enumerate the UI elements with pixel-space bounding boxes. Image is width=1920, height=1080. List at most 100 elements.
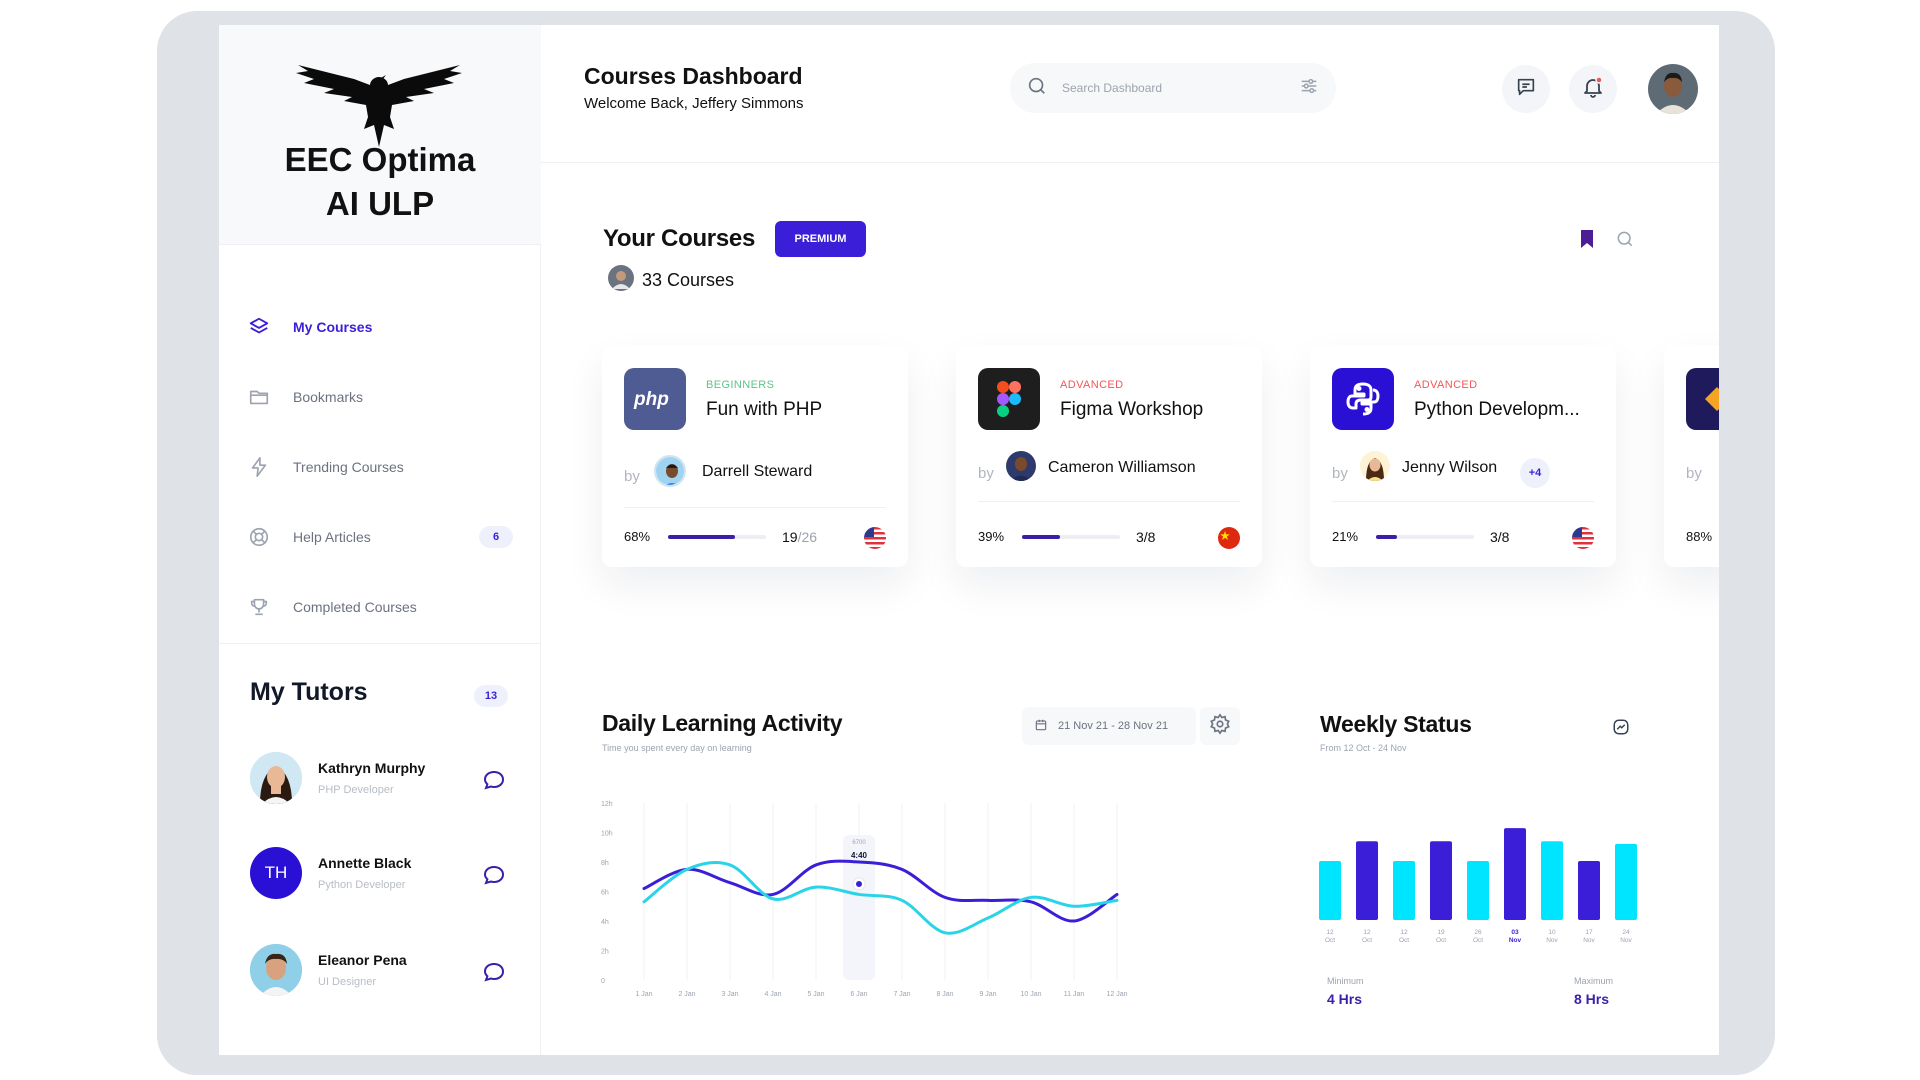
notifications-button[interactable] (1569, 65, 1617, 113)
course-card[interactable]: php BEGINNERS Fun with PHP by Darrell St… (602, 345, 908, 567)
more-tutors-badge[interactable]: +4 (1520, 458, 1550, 488)
weekly-status-chart: 12Oct12Oct12Oct19Oct26Oct03Nov10Nov17Nov… (1319, 828, 1637, 944)
top-header: Courses Dashboard Welcome Back, Jeffery … (541, 25, 1719, 163)
tutor-name: Eleanor Pena (318, 952, 407, 968)
progress-bar (1022, 535, 1120, 539)
course-name: Python Developm... (1414, 399, 1580, 420)
tutor-name: Darrell Steward (702, 463, 813, 480)
tutors-count-badge: 13 (474, 685, 508, 707)
tutor-name: Annette Black (318, 855, 412, 871)
tutor-avatar (1360, 451, 1390, 481)
premium-badge-button[interactable]: PREMIUM (775, 221, 866, 257)
sidebar-item-label: Trending Courses (293, 459, 404, 475)
chart-settings-button[interactable] (1200, 707, 1240, 745)
brand-name-line-1: EEC Optima (284, 141, 476, 178)
x-tick-day: 17 (1585, 929, 1593, 936)
search-input[interactable] (1062, 81, 1272, 95)
series-line-0 (642, 859, 1119, 923)
weekly-bar (1578, 860, 1600, 920)
avatar (250, 944, 302, 996)
x-tick-month: Oct (1399, 937, 1409, 944)
x-tick-label: 10 Jan (1020, 991, 1041, 998)
by-label: by (1332, 465, 1348, 482)
x-tick-day: 03 (1511, 929, 1519, 936)
your-courses-title: Your Courses (603, 225, 755, 252)
sidebar-item-bookmarks[interactable]: Bookmarks (247, 377, 513, 417)
svg-text:php: php (633, 389, 669, 410)
tutor-role: UI Designer (318, 976, 377, 988)
weekly-bar (1430, 841, 1452, 920)
x-tick-label: 7 Jan (893, 991, 910, 998)
date-range-picker[interactable]: 21 Nov 21 - 28 Nov 21 (1022, 707, 1196, 745)
y-tick-label: 8h (601, 860, 609, 867)
message-icon (1515, 76, 1537, 103)
x-tick-month: Oct (1436, 937, 1446, 944)
sidebar-item-help-articles[interactable]: Help Articles 6 (247, 517, 513, 557)
search-bar[interactable] (1010, 63, 1336, 113)
my-tutors-title: My Tutors (250, 678, 368, 706)
x-tick-label: 8 Jan (936, 991, 953, 998)
tooltip-top-label: 6700 (852, 840, 866, 846)
messages-button[interactable] (1502, 65, 1550, 113)
search-icon[interactable] (1615, 229, 1635, 254)
card-divider (978, 501, 1240, 502)
tutor-avatar (654, 455, 686, 487)
course-logo-icon (1686, 368, 1719, 430)
x-tick-month: Oct (1325, 937, 1335, 944)
maximum-label: Maximum (1574, 976, 1614, 986)
sidebar-item-trending-courses[interactable]: Trending Courses (247, 447, 513, 487)
course-card[interactable]: by 88% (1664, 345, 1719, 567)
weekly-status-subtitle: From 12 Oct - 24 Nov (1320, 743, 1407, 753)
weekly-bar (1541, 841, 1563, 920)
sidebar-item-label: Help Articles (293, 529, 371, 545)
x-tick-label: 5 Jan (807, 991, 824, 998)
avatar (608, 265, 634, 296)
filter-sliders-icon[interactable] (1298, 75, 1320, 102)
x-tick-label: 11 Jan (1064, 991, 1085, 998)
maximum-value: 8 Hrs (1574, 991, 1610, 1007)
tutor-role: PHP Developer (318, 784, 394, 796)
x-tick-day: 12 (1400, 929, 1408, 936)
by-label: by (624, 468, 640, 485)
course-card[interactable]: ADVANCED Figma Workshop by Cameron Willi… (956, 345, 1262, 567)
help-articles-count-badge: 6 (479, 526, 513, 548)
bookmark-icon[interactable] (1578, 229, 1596, 254)
sidebar-item-my-courses[interactable]: My Courses (247, 307, 513, 347)
chat-bubble-icon[interactable] (482, 960, 506, 989)
daily-activity-subtitle: Time you spent every day on learning (602, 743, 752, 753)
weekly-bar (1467, 860, 1489, 920)
x-tick-day: 12 (1363, 929, 1371, 936)
tutor-item[interactable]: Kathryn Murphy PHP Developer (250, 752, 510, 808)
trend-chart-icon[interactable] (1612, 718, 1630, 741)
tutor-item[interactable]: Eleanor Pena UI Designer (250, 944, 510, 1000)
by-label: by (1686, 465, 1702, 482)
help-circle-icon (247, 525, 271, 549)
y-tick-label: 10h (601, 831, 613, 838)
php-logo-icon: php (624, 368, 686, 430)
progress-percent: 39% (978, 529, 1005, 544)
figma-logo-icon (978, 368, 1040, 430)
lessons-progress: 3/8 (1490, 529, 1509, 545)
bell-icon (1581, 75, 1605, 104)
tutor-name: Kathryn Murphy (318, 760, 426, 776)
x-tick-month: Oct (1473, 937, 1483, 944)
sidebar-item-label: Bookmarks (293, 389, 364, 405)
daily-activity-title: Daily Learning Activity (602, 710, 843, 736)
sidebar-item-label: Completed Courses (293, 599, 417, 615)
weekly-bar (1615, 843, 1637, 920)
chat-bubble-icon[interactable] (482, 863, 506, 892)
tutor-item[interactable]: TH Annette Black Python Developer (250, 847, 510, 903)
x-tick-day: 24 (1622, 929, 1630, 936)
china-flag-icon (1218, 527, 1240, 549)
sidebar-item-completed-courses[interactable]: Completed Courses (247, 587, 513, 627)
search-icon (1026, 75, 1048, 102)
my-tutors-panel: My Tutors 13 Kathryn Murphy PHP Develope… (219, 643, 541, 1055)
chat-bubble-icon[interactable] (482, 768, 506, 797)
lightning-icon (247, 455, 271, 479)
date-range-label: 21 Nov 21 - 28 Nov 21 (1058, 720, 1169, 732)
course-card[interactable]: ADVANCED Python Developm... by Jenny Wil… (1310, 345, 1616, 567)
x-tick-month: Nov (1509, 937, 1522, 944)
lessons-progress: 3/8 (1136, 529, 1155, 545)
user-avatar[interactable] (1648, 64, 1698, 114)
tutor-name: Cameron Williamson (1048, 459, 1196, 476)
